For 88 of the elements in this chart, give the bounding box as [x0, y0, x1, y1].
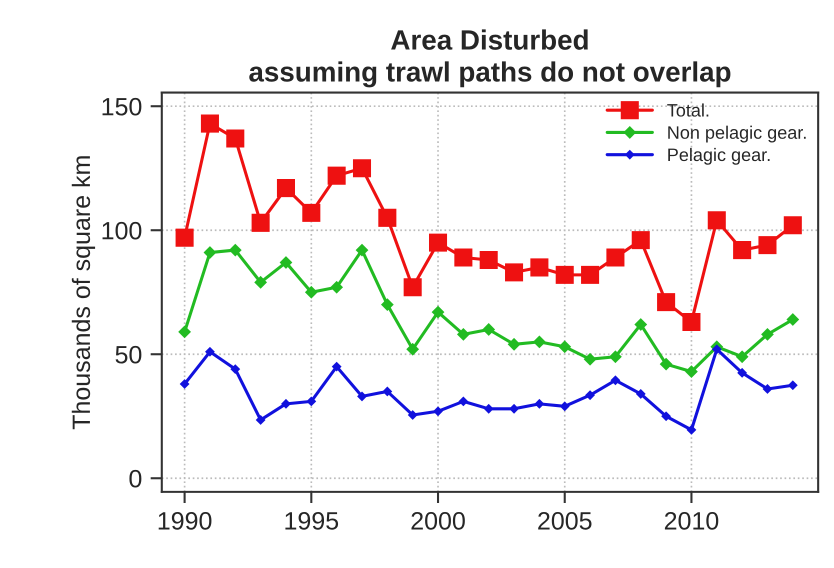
- point: [632, 231, 650, 250]
- point: [786, 313, 800, 326]
- point: [352, 159, 372, 178]
- point: [480, 250, 498, 270]
- point: [585, 390, 595, 400]
- point: [454, 248, 472, 267]
- point: [758, 236, 776, 254]
- point: [406, 342, 420, 356]
- point: [533, 335, 546, 348]
- y-tick-label: 0: [129, 470, 142, 488]
- y-tick-label: 150: [102, 98, 142, 116]
- x-tick-label: 2010: [664, 512, 718, 530]
- legend-label: Non pelagic gear.: [668, 126, 806, 142]
- point: [484, 404, 494, 414]
- point: [378, 208, 396, 227]
- legend-label: Pelagic gear.: [668, 148, 770, 165]
- point: [682, 312, 700, 332]
- point: [534, 398, 544, 409]
- point: [482, 323, 496, 336]
- x-tick-label: 2000: [411, 512, 465, 530]
- point: [737, 368, 748, 378]
- point: [458, 396, 468, 406]
- point: [761, 328, 774, 341]
- legend-label: Total.: [667, 103, 708, 117]
- point: [328, 166, 346, 185]
- point: [505, 263, 524, 282]
- point: [788, 380, 798, 390]
- point: [784, 216, 802, 234]
- point: [281, 398, 291, 409]
- point: [610, 375, 620, 386]
- point: [306, 396, 316, 406]
- point: [404, 278, 422, 296]
- x-tick-label: 2005: [538, 512, 592, 530]
- point: [254, 276, 268, 289]
- point: [685, 365, 698, 378]
- point: [330, 280, 344, 294]
- y-tick-label: 100: [102, 222, 142, 240]
- point: [509, 404, 519, 414]
- point: [733, 241, 752, 260]
- point: [178, 326, 191, 338]
- point: [226, 129, 244, 148]
- point: [686, 424, 696, 435]
- point: [609, 350, 622, 364]
- point: [176, 228, 194, 247]
- point: [204, 246, 216, 259]
- point: [356, 244, 368, 256]
- point: [252, 214, 270, 232]
- point: [276, 179, 295, 198]
- chart-title: Area Disturbed assuming trawl paths do not overlap: [249, 29, 730, 88]
- point: [456, 328, 470, 341]
- point: [712, 344, 722, 354]
- point: [228, 244, 242, 256]
- point: [556, 266, 574, 284]
- point: [380, 298, 394, 312]
- point: [280, 256, 292, 269]
- point: [382, 386, 392, 396]
- point: [357, 391, 367, 402]
- point: [736, 350, 749, 364]
- point: [433, 406, 443, 416]
- point: [508, 338, 520, 351]
- point: [606, 248, 624, 267]
- point: [558, 340, 572, 354]
- point: [304, 286, 318, 299]
- point: [584, 352, 596, 366]
- point: [657, 293, 676, 312]
- point: [302, 204, 320, 222]
- point: [636, 389, 646, 399]
- point: [708, 211, 726, 230]
- point: [762, 384, 772, 394]
- point: [205, 346, 215, 357]
- point: [332, 362, 342, 372]
- point: [180, 379, 190, 389]
- point: [408, 410, 418, 420]
- y-axis-title: Thousands of square km: [72, 156, 96, 430]
- point: [432, 306, 444, 318]
- point: [530, 258, 548, 276]
- point: [256, 415, 266, 425]
- x-tick-label: 1995: [285, 512, 338, 530]
- point: [661, 411, 672, 422]
- point: [660, 358, 672, 371]
- point: [581, 266, 600, 284]
- point: [560, 401, 570, 412]
- point: [200, 114, 219, 133]
- point: [230, 364, 240, 374]
- x-tick-label: 1990: [158, 512, 212, 530]
- point: [428, 234, 448, 252]
- point: [634, 318, 648, 331]
- y-tick-label: 50: [116, 346, 142, 364]
